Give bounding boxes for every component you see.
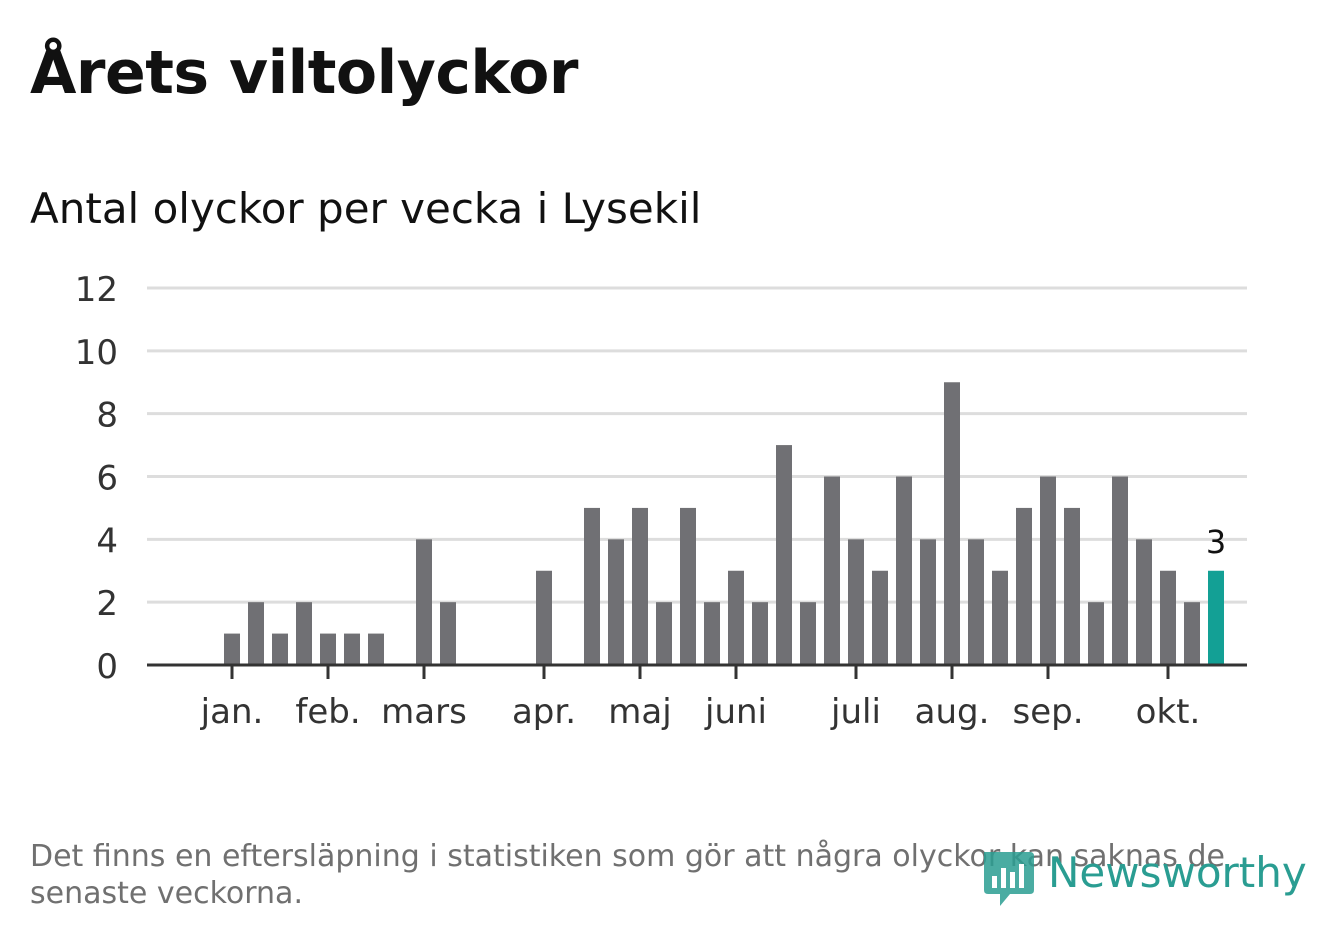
x-tick-label: aug.	[915, 692, 990, 732]
bar-week-40	[1112, 476, 1128, 665]
bar-week-25	[752, 602, 768, 665]
bar-week-31	[896, 476, 912, 665]
bar-week-3	[224, 633, 240, 665]
bar-week-41	[1136, 539, 1152, 665]
bar-week-11	[416, 539, 432, 665]
x-tick-label: jan.	[200, 692, 264, 732]
bar-week-39	[1088, 602, 1104, 665]
y-tick-label: 0	[96, 647, 118, 687]
x-tick-label: mars	[381, 692, 467, 732]
data-label-highlight: 3	[1206, 523, 1226, 561]
y-tick-label: 4	[96, 521, 118, 561]
x-tick-label: apr.	[512, 692, 576, 732]
brand-name: Newsworthy	[1048, 848, 1307, 897]
bar-week-42	[1160, 570, 1176, 665]
bar-chart-speech-bubble-icon	[984, 852, 1034, 906]
y-tick-label: 12	[75, 270, 118, 310]
bar-week-9	[368, 633, 384, 665]
bar-week-19	[608, 539, 624, 665]
y-tick-label: 10	[75, 333, 118, 373]
bar-week-32	[920, 539, 936, 665]
x-tick-label: juni	[704, 692, 767, 732]
bar-week-7	[320, 633, 336, 665]
bar-highlight-week-44	[1208, 570, 1224, 665]
bar-week-38	[1064, 507, 1080, 665]
bar-week-30	[872, 570, 888, 665]
x-tick-label: maj	[608, 692, 671, 732]
bar-week-20	[632, 507, 648, 665]
bar-week-24	[728, 570, 744, 665]
bar-week-21	[656, 602, 672, 665]
bar-week-12	[440, 602, 456, 665]
bar-week-34	[968, 539, 984, 665]
bar-week-22	[680, 507, 696, 665]
y-tick-label: 6	[96, 459, 118, 499]
bar-week-36	[1016, 507, 1032, 665]
data-labels: 3	[1206, 523, 1226, 561]
bar-week-27	[800, 602, 816, 665]
bar-week-43	[1184, 602, 1200, 665]
newsworthy-logo[interactable]: Newsworthy	[980, 846, 1307, 910]
bar-week-28	[824, 476, 840, 665]
x-tick-label: feb.	[295, 692, 360, 732]
y-axis-tick-labels: 0 2 4 6 8 10 12	[75, 270, 118, 687]
bar-week-29	[848, 539, 864, 665]
bar-week-16	[536, 570, 552, 665]
bar-week-5	[272, 633, 288, 665]
bar-week-37	[1040, 476, 1056, 665]
bar-week-23	[704, 602, 720, 665]
y-tick-label: 2	[96, 584, 118, 624]
bar-chart: 0 2 4 6 8 10 12 jan. feb. mars apr. maj juni juli aug…	[75, 270, 1247, 732]
bar-week-6	[296, 602, 312, 665]
bar-week-35	[992, 570, 1008, 665]
chart-title: Årets viltolyckor	[30, 38, 579, 108]
bar-week-18	[584, 507, 600, 665]
y-tick-label: 8	[96, 396, 118, 436]
x-tick-label: sep.	[1012, 692, 1083, 732]
bar-week-8	[344, 633, 360, 665]
bar-week-26	[776, 445, 792, 665]
x-tick-label: juli	[830, 692, 881, 732]
grid-lines	[147, 286, 1247, 604]
x-tick-label: okt.	[1136, 692, 1201, 732]
x-axis-tick-labels: jan. feb. mars apr. maj juni juli aug. sep. okt.	[200, 665, 1201, 732]
bar-week-33	[944, 382, 960, 665]
bars	[224, 382, 1224, 665]
chart-subtitle: Antal olyckor per vecka i Lysekil	[30, 184, 702, 233]
bar-week-4	[248, 602, 264, 665]
